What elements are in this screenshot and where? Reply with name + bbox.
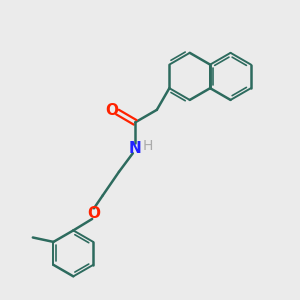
Text: N: N (129, 141, 142, 156)
Text: H: H (142, 139, 153, 153)
Text: O: O (87, 206, 101, 221)
Text: O: O (106, 103, 119, 118)
